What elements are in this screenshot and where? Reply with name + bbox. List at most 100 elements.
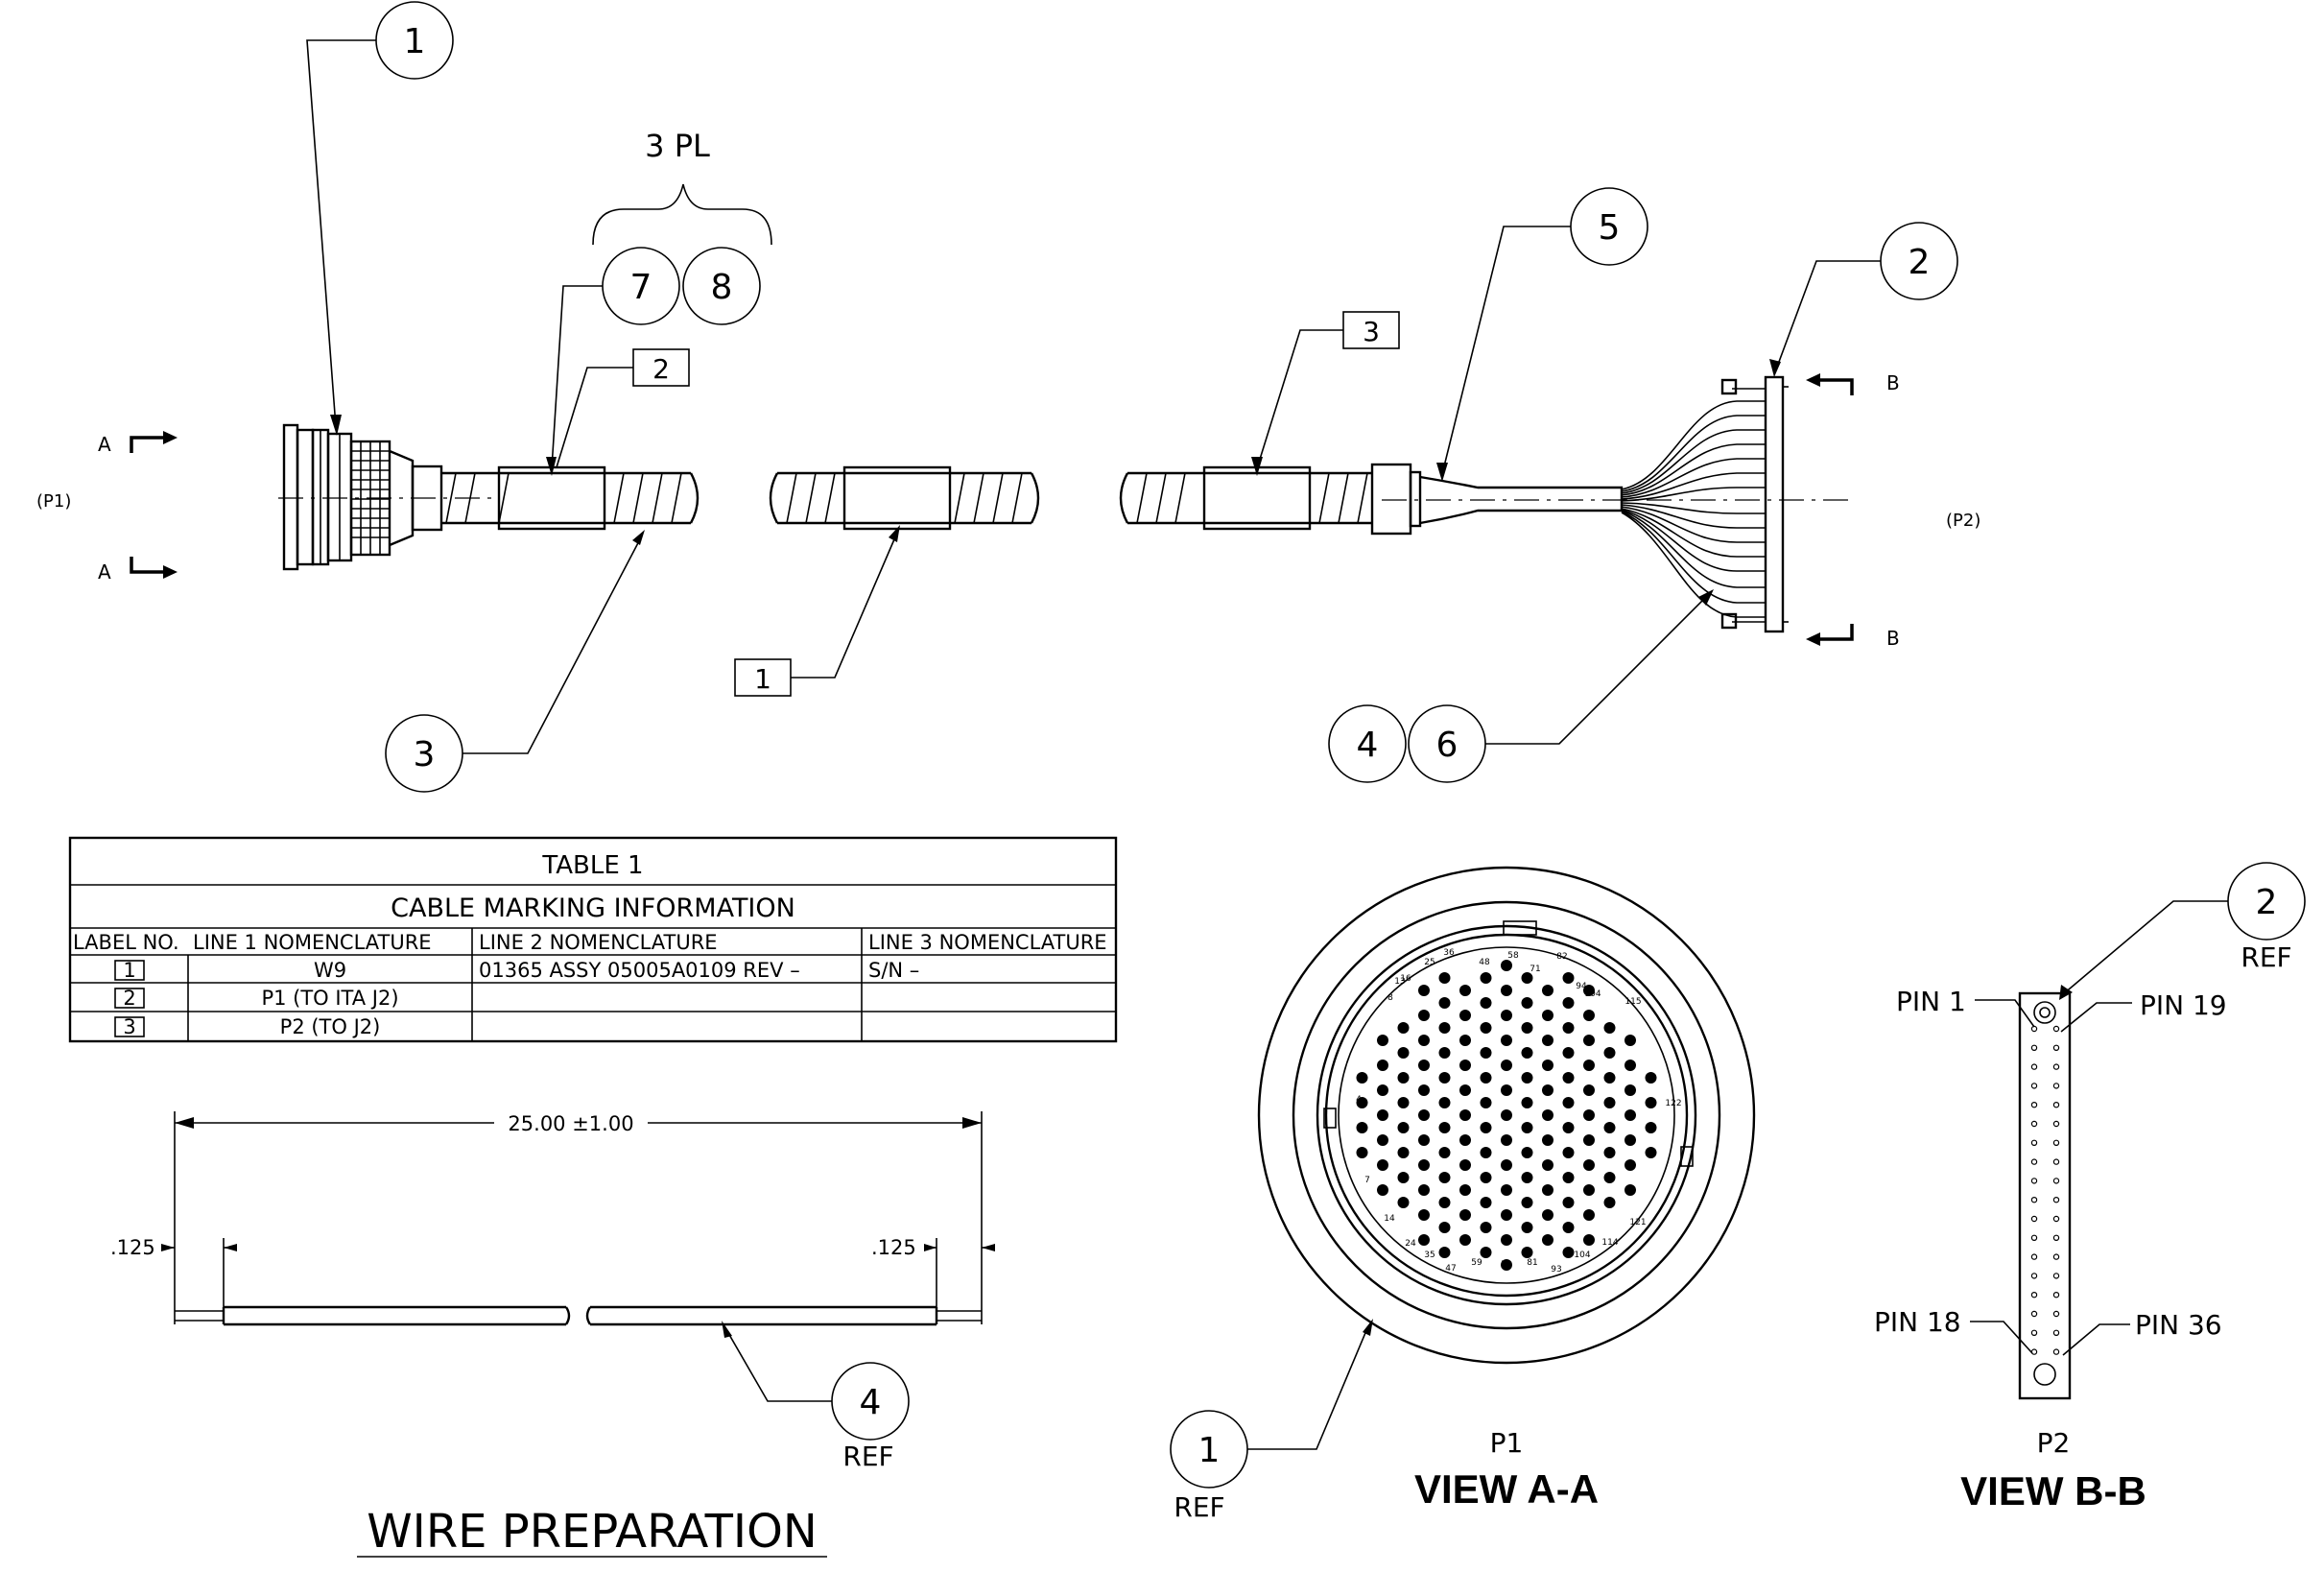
p1-pin <box>1624 1109 1636 1121</box>
three-pl-label: 3 PL <box>645 128 710 164</box>
view-b-connector: P2 <box>2037 1427 2071 1459</box>
p1-pin <box>1645 1072 1657 1084</box>
row3-line1: P2 (TO J2) <box>280 1015 381 1038</box>
p1-pin <box>1501 1010 1512 1021</box>
p2-pin-hole <box>2052 1253 2060 1260</box>
p1-pin <box>1583 1134 1595 1146</box>
p1-pin <box>1377 1109 1388 1121</box>
p1-pin <box>1397 1122 1410 1133</box>
svg-text:4: 4 <box>860 1383 882 1422</box>
p1-pin <box>1603 1047 1616 1059</box>
p1-pin <box>1438 1222 1451 1233</box>
p2-pin-hole <box>2052 1310 2060 1318</box>
p1-pin-number: 94 <box>1576 982 1587 991</box>
svg-text:2: 2 <box>2256 883 2278 922</box>
p1-pin <box>1562 1172 1575 1183</box>
p1-pin-number: 24 <box>1405 1239 1416 1249</box>
p1-pin <box>1480 1022 1492 1034</box>
p1-pin <box>1583 985 1595 996</box>
p1-pin-number: 4 <box>1356 1095 1362 1105</box>
p1-pin <box>1521 1022 1533 1034</box>
p1-pin <box>1603 1197 1616 1208</box>
convoluted-tubing-right <box>1119 463 1852 536</box>
p1-pin <box>1562 1022 1575 1034</box>
p1-pin <box>1480 1097 1492 1108</box>
header-line3: LINE 3 NOMENCLATURE <box>868 931 1107 954</box>
p1-pin <box>1438 1247 1451 1258</box>
p1-pin <box>1480 1147 1492 1158</box>
p1-pin <box>1377 1084 1388 1096</box>
row2-label: 2 <box>123 987 135 1010</box>
label-box-2: 2 <box>556 348 690 468</box>
svg-text:5: 5 <box>1599 208 1621 248</box>
p1-pin <box>1418 1184 1430 1196</box>
row1-label: 1 <box>123 959 135 982</box>
p1-pin <box>1438 997 1451 1009</box>
p1-pin-number: 36 <box>1443 948 1455 958</box>
p2-pin-hole <box>2030 1063 2038 1070</box>
p1-pin <box>1603 1172 1616 1183</box>
p1-pin <box>1480 1172 1492 1183</box>
svg-text:3: 3 <box>414 735 436 774</box>
p1-pin <box>1624 1159 1636 1171</box>
p1-pin-number: 71 <box>1530 965 1540 974</box>
p2-pin-hole <box>2052 1083 2060 1089</box>
p1-pin <box>1583 1109 1595 1121</box>
p1-pin <box>1501 1209 1512 1221</box>
p1-pin <box>1480 1122 1492 1133</box>
pin-1-label: PIN 1 <box>1896 986 1966 1017</box>
p1-pin <box>1397 1197 1410 1208</box>
balloon-5: 5 <box>1436 187 1648 482</box>
p1-pin <box>1377 1134 1388 1146</box>
p1-pin-number: 70 <box>1501 1260 1512 1270</box>
balloon-7: 7 <box>602 247 680 325</box>
p2-pin-hole <box>2030 1253 2038 1260</box>
p2-pin-hole <box>2052 1291 2060 1298</box>
convoluted-tubing-left <box>441 465 700 531</box>
p1-pin <box>1459 1109 1471 1121</box>
p1-pin <box>1624 1035 1636 1046</box>
p1-pin-number: 82 <box>1556 952 1567 962</box>
p1-pin-number: 7 <box>1364 1176 1370 1185</box>
ref-label-p2: REF <box>2241 941 2291 973</box>
balloon-1-top: 1 <box>306 1 454 436</box>
p1-pin-number: 122 <box>1665 1099 1681 1108</box>
p1-pin <box>1521 1072 1533 1084</box>
row1-line3: S/N – <box>868 959 919 982</box>
p2-pin-hole <box>2030 1044 2038 1052</box>
section-arrow-b-top: B <box>1806 371 1900 395</box>
p1-pin <box>1418 1035 1430 1046</box>
p1-pin <box>1542 1209 1553 1221</box>
p1-pin <box>1501 1234 1512 1246</box>
p1-pin <box>1583 1010 1595 1021</box>
p1-pin-number: 121 <box>1629 1218 1646 1227</box>
p1-pin <box>1377 1060 1388 1071</box>
p1-pin <box>1603 1022 1616 1034</box>
p1-pin <box>1521 1197 1533 1208</box>
balloon-4: 4 <box>1328 704 1407 783</box>
strip-left-dim: .125 <box>110 1236 155 1259</box>
p1-pin <box>1459 1134 1471 1146</box>
p1-pin-number: 13 <box>1394 977 1405 987</box>
p1-pin <box>1501 1060 1512 1071</box>
balloon-3: 3 <box>385 530 645 793</box>
ref-label-wire: REF <box>842 1441 893 1472</box>
p1-pin <box>1542 1010 1553 1021</box>
p1-pin <box>1459 985 1471 996</box>
p1-pin <box>1438 1047 1451 1059</box>
svg-text:1: 1 <box>754 663 771 695</box>
p1-pin <box>1562 1247 1575 1258</box>
balloon-6: 6 <box>1408 589 1714 783</box>
p1-pin <box>1624 1084 1636 1096</box>
view-a-title: VIEW A-A <box>1414 1466 1599 1512</box>
p1-pin <box>1521 972 1533 984</box>
p1-pin-number: 104 <box>1574 1251 1590 1260</box>
p1-pin <box>1542 1159 1553 1171</box>
p1-pin <box>1645 1097 1657 1108</box>
p1-pin <box>1562 1222 1575 1233</box>
p1-pin <box>1459 1234 1471 1246</box>
p1-pin <box>1542 1060 1553 1071</box>
p2-pin-hole <box>2052 1158 2060 1165</box>
p2-pin-hole <box>2030 1234 2038 1242</box>
p1-pin <box>1624 1184 1636 1196</box>
